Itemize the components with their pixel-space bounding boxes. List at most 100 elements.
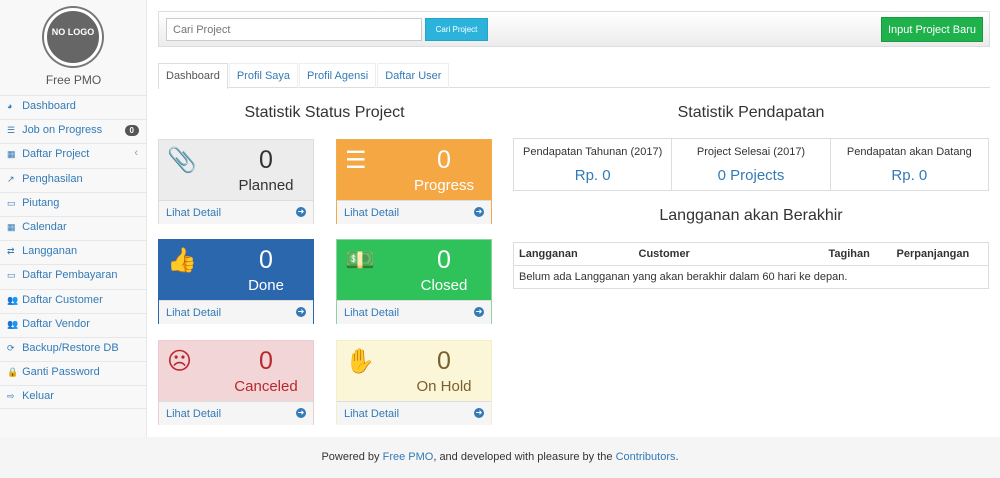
footer: Powered by Free PMO, and developed with …	[0, 437, 1000, 478]
sidebar-item-label: Job on Progress	[22, 124, 103, 137]
stat-label: Project Selesai (2017)	[696, 146, 806, 158]
view-detail-label: Lihat Detail	[166, 307, 222, 319]
view-detail-link[interactable]: Lihat Detail ➜	[159, 401, 313, 425]
arrow-circle-right-icon: ➜	[474, 307, 484, 317]
status-count: 0	[259, 146, 273, 174]
brand-name: Free PMO	[45, 73, 102, 87]
sidebar-item-calendar[interactable]: ▦ Calendar	[0, 215, 147, 240]
paperclip-icon: 📎	[167, 147, 197, 174]
sidebar-item-job-on-progress[interactable]: ☰ Job on Progress 0	[0, 119, 147, 143]
stat-label: Pendapatan Tahunan (2017)	[523, 146, 663, 158]
money-icon: ▭	[7, 270, 16, 281]
sidebar-item-label: Ganti Password	[22, 366, 100, 379]
stat-projects-done: Project Selesai (2017) 0 Projects	[672, 139, 831, 190]
tab-dashboard[interactable]: Dashboard	[158, 63, 228, 89]
count-badge: 0	[124, 125, 139, 137]
status-label: Closed	[420, 277, 468, 294]
footer-text: .	[675, 451, 679, 463]
sidebar-item-label: Daftar Customer	[22, 293, 103, 306]
sidebar-item-label: Daftar Pembayaran	[22, 269, 118, 282]
users-icon: 👥	[7, 318, 19, 329]
arrow-circle-right-icon: ➜	[474, 207, 484, 217]
sidebar-nav: ◕ Dashboard ☰ Job on Progress 0 ▦ Daftar Pr…	[0, 95, 147, 410]
income-stats: Pendapatan Tahunan (2017) Rp. 0 Project S…	[513, 138, 989, 191]
col-perpanjangan: Perpanjangan	[891, 242, 989, 266]
sidebar-item-label: Calendar	[22, 220, 67, 233]
status-title: Statistik Status Project	[244, 104, 405, 121]
contributors-link[interactable]: Contributors	[615, 451, 676, 463]
status-count: 0	[259, 246, 273, 274]
search-input[interactable]	[166, 18, 422, 41]
status-label: On Hold	[416, 378, 472, 395]
tab-profil-saya[interactable]: Profil Saya	[228, 63, 299, 88]
money-icon: 💵	[345, 247, 375, 274]
status-count: 0	[437, 246, 451, 274]
tab-profil-agensi[interactable]: Profil Agensi	[299, 63, 377, 88]
sidebar-item-langganan[interactable]: ⇄ Langganan	[0, 240, 147, 264]
status-card-canceled: ☹ 0 Canceled Lihat Detail ➜	[158, 340, 314, 425]
chevron-left-icon[interactable]: ‹	[134, 147, 138, 160]
view-detail-link[interactable]: Lihat Detail ➜	[337, 401, 491, 425]
sidebar-item-keluar[interactable]: ⇨ Keluar	[0, 385, 147, 410]
footer-text: Powered by	[321, 451, 383, 463]
arrow-circle-right-icon: ➜	[296, 408, 306, 418]
free-pmo-link[interactable]: Free PMO	[382, 451, 434, 463]
view-detail-link[interactable]: Lihat Detail ➜	[159, 300, 313, 324]
sidebar-item-penghasilan[interactable]: ↗ Penghasilan	[0, 167, 147, 192]
sidebar-item-daftar-vendor[interactable]: 👥 Daftar Vendor	[0, 312, 147, 337]
arrow-circle-right-icon: ➜	[296, 307, 306, 317]
status-card-planned: 📎 0 Planned Lihat Detail ➜	[158, 139, 314, 224]
sidebar-item-daftar-customer[interactable]: 👥 Daftar Customer	[0, 288, 147, 313]
sidebar-item-piutang[interactable]: ▭ Piutang	[0, 191, 147, 216]
sidebar-item-label: Penghasilan	[22, 172, 83, 185]
hand-icon: ✋	[345, 348, 375, 375]
arrow-circle-right-icon: ➜	[296, 207, 306, 217]
view-detail-link[interactable]: Lihat Detail ➜	[337, 300, 491, 324]
sidebar-item-label: Piutang	[22, 196, 60, 209]
line-chart-icon: ↗	[7, 173, 15, 184]
col-langganan: Langganan	[513, 242, 634, 266]
sidebar-item-backup-restore-db[interactable]: ⟳ Backup/Restore DB	[0, 336, 147, 361]
sign-out-icon: ⇨	[7, 391, 15, 402]
view-detail-link[interactable]: Lihat Detail ➜	[337, 200, 491, 224]
footer-text: , and developed with pleasure by the	[433, 451, 616, 463]
frown-icon: ☹	[167, 348, 193, 375]
new-project-button[interactable]: Input Project Baru	[881, 17, 983, 42]
view-detail-label: Lihat Detail	[166, 207, 222, 219]
status-card-on-hold: ✋ 0 On Hold Lihat Detail ➜	[336, 340, 492, 425]
status-label: Planned	[238, 177, 294, 194]
sidebar-item-label: Dashboard	[22, 100, 76, 112]
view-detail-label: Lihat Detail	[344, 207, 400, 219]
stat-annual-income: Pendapatan Tahunan (2017) Rp. 0	[514, 139, 673, 190]
dashboard-icon: ◕	[7, 101, 13, 111]
users-icon: 👥	[7, 294, 19, 305]
status-card-closed: 💵 0 Closed Lihat Detail ➜	[336, 239, 492, 324]
sidebar-item-daftar-project[interactable]: ▦ Daftar Project ‹	[0, 143, 147, 167]
subscriptions-title: Langganan akan Berakhir	[659, 207, 843, 224]
income-title: Statistik Pendapatan	[677, 104, 825, 121]
tasks-icon: ☰	[7, 125, 16, 136]
calendar-icon: ▦	[7, 221, 16, 232]
sidebar-item-daftar-pembayaran[interactable]: ▭ Daftar Pembayaran	[0, 264, 147, 288]
view-detail-label: Lihat Detail	[344, 307, 400, 319]
stat-value: Rp. 0	[891, 167, 928, 184]
sidebar-item-ganti-password[interactable]: 🔒 Ganti Password	[0, 361, 147, 385]
money-icon: ▭	[7, 197, 16, 208]
refresh-icon: ⟳	[7, 342, 15, 353]
thumbs-up-icon: 👍	[167, 247, 197, 274]
logo: NO LOGO	[44, 8, 102, 66]
tabs: Dashboard Profil Saya Profil Agensi Daft…	[158, 63, 990, 89]
search-button[interactable]: Cari Project	[425, 18, 488, 41]
sidebar-item-dashboard[interactable]: ◕ Dashboard	[0, 95, 147, 119]
tasks-icon: ☰	[345, 147, 367, 174]
status-count: 0	[437, 146, 451, 174]
table-row: Belum ada Langganan yang akan berakhir d…	[514, 266, 989, 289]
status-label: Canceled	[234, 378, 298, 395]
tab-daftar-user[interactable]: Daftar User	[377, 63, 450, 88]
stat-value: Rp. 0	[574, 167, 611, 184]
view-detail-link[interactable]: Lihat Detail ➜	[159, 200, 313, 224]
status-label: Done	[248, 277, 284, 294]
sidebar-item-label: Keluar	[22, 390, 54, 403]
stat-upcoming-income: Pendapatan akan Datang Rp. 0	[831, 139, 988, 190]
stat-value: 0 Projects	[717, 167, 785, 184]
